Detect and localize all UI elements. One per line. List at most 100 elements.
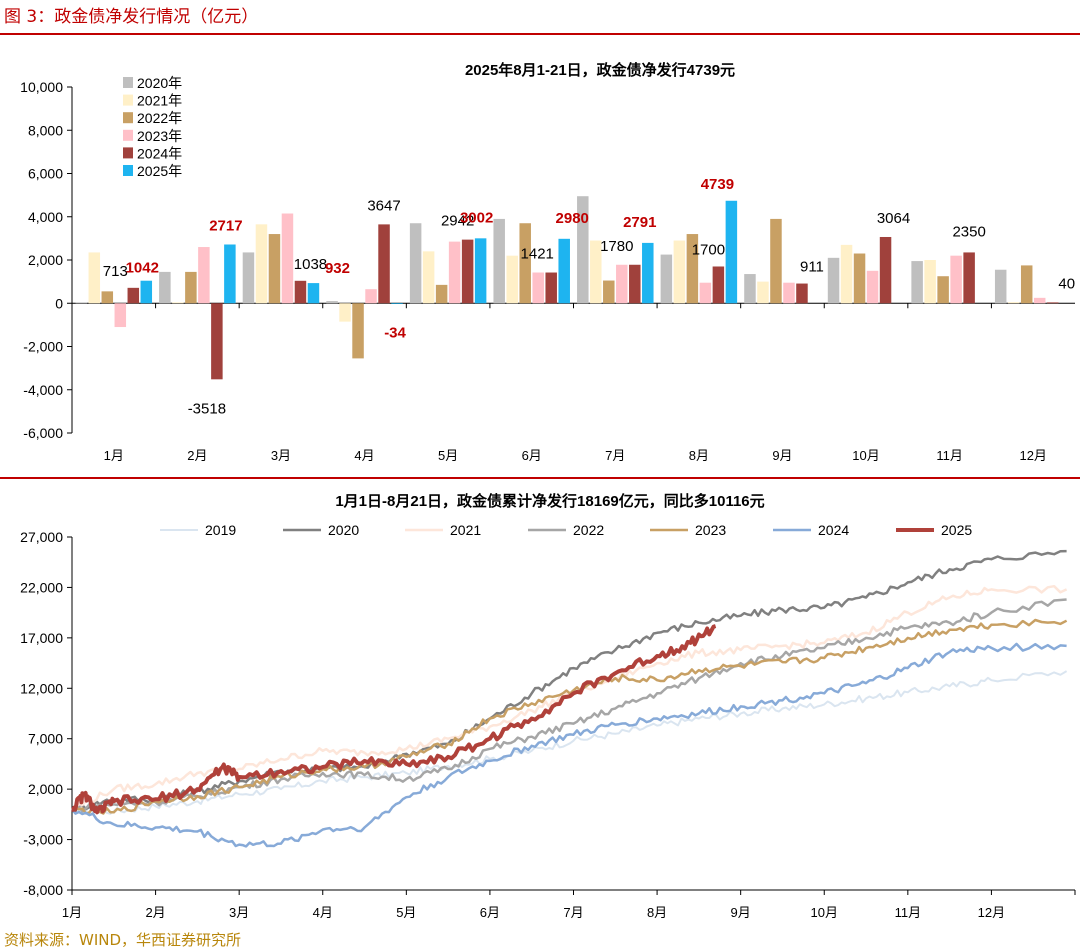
y-tick-label: -8,000 [23,882,63,898]
bar-2022年-12月 [1020,265,1033,304]
legend-label: 2019 [205,522,236,538]
bar-2020年-4月 [326,301,338,304]
line-2020 [71,549,1067,813]
bar-marks [75,196,1059,380]
y-tick-label: -2,000 [23,339,63,355]
bar-2022年-5月 [435,284,448,304]
bar-2020年-2月 [159,271,171,304]
bar-2022年-11月 [937,276,949,304]
x-tick-label: 4月 [354,448,374,463]
legend-label: 2025年 [137,163,182,179]
legend-swatch-2022年 [123,112,133,124]
bar-2024年-1月 [127,287,140,304]
bar-2021年-3月 [255,224,268,304]
legend-swatch-2020年 [123,77,133,88]
bar-2021年-6月 [506,255,518,304]
x-tick-label: 5月 [438,448,458,463]
line-chart-title: 1月1日-8月21日，政金债累计净发行18169亿元，同比多10116元 [335,492,764,510]
data-label-2025: 932 [325,260,350,277]
bar-2024年-7月 [629,264,641,304]
bar-2024年-4月 [378,224,390,304]
legend-swatch-2021年 [123,94,133,106]
data-label-2025: 1042 [126,260,159,277]
bar-2020年-1月 [75,302,88,304]
bar-chart-title: 2025年8月1-21日，政金债净发行4739元 [465,61,735,79]
data-label-2024: 40 [1058,275,1075,292]
line-marks [71,549,1068,848]
bar-2021年-4月 [339,303,351,322]
data-label-2024: 3064 [877,210,910,227]
legend-label: 2021年 [137,93,182,109]
bar-2022年-8月 [686,234,699,304]
bar-2025年-4月 [391,303,403,304]
bar-2024年-11月 [963,252,975,304]
bar-2024年-2月 [211,303,223,380]
data-label-2024: 713 [103,263,128,280]
data-label-2025: 2791 [623,214,656,231]
y-tick-label: 2,000 [28,252,63,268]
y-tick-label: 0 [55,295,63,311]
bar-2021年-12月 [1007,302,1020,304]
line-2023 [71,618,1068,815]
data-label-2025: -34 [384,324,406,341]
bar-2023年-4月 [365,289,377,304]
line-chart: 1月1日-8月21日，政金债累计净发行18169亿元，同比多10116元 201… [20,492,1076,920]
bar-2023年-8月 [699,282,712,304]
bar-2022年-4月 [352,303,364,359]
data-label-2025: 2980 [556,210,589,227]
y-tick-label: 8,000 [28,122,63,138]
legend-label: 2021 [450,522,481,538]
bar-2022年-3月 [268,234,281,304]
bar-chart: 2025年8月1-21日，政金债净发行4739元 10,000 8,000 6,00… [20,61,1075,463]
line-2024 [71,642,1067,848]
x-tick-label: 3月 [271,448,291,463]
bar-2020年-6月 [493,218,505,304]
bar-2021年-11月 [924,260,936,304]
bar-2023年-11月 [950,255,962,304]
bar-2021年-2月 [172,302,184,304]
bar-2024年-3月 [294,280,307,304]
data-label-2025: 3002 [460,209,493,226]
line-legend: 2019 2020 2021 2022 2023 2024 2025 [160,522,972,538]
bar-2023年-10月 [866,270,879,304]
bar-2022年-6月 [519,223,531,304]
x-tick-label: 6月 [480,905,500,920]
y-tick-label: 17,000 [20,630,63,646]
bar-2023年-3月 [281,213,294,304]
bar-data-labels: 713 -3518 1038 3647 2942 1421 1780 1700 911 3064 2… [103,176,1075,418]
bar-2025年-7月 [642,242,654,304]
y-tick-label: 22,000 [20,579,63,595]
bar-2024年-6月 [545,272,557,304]
x-tick-label: 7月 [563,905,583,920]
legend-label: 2023 [695,522,726,538]
bar-2020年-10月 [827,257,840,304]
y-tick-label: 6,000 [28,166,63,182]
data-label-2024: 3647 [367,197,400,214]
bar-2021年-9月 [757,281,769,304]
x-tick-label: 11月 [936,448,963,463]
bar-2024年-8月 [712,266,725,304]
legend-label: 2022 [573,522,604,538]
bar-2021年-8月 [673,240,686,304]
data-label-2024: 1700 [692,241,725,258]
bar-2024年-12月 [1046,302,1059,304]
x-tick-label: 2月 [187,448,207,463]
bar-2021年-7月 [590,240,602,304]
figure-title: 图 3：政金债净发行情况（亿元） [4,7,259,27]
bar-2024年-10月 [879,236,892,304]
legend-label: 2020年 [137,75,182,91]
y-tick-label: -4,000 [23,382,63,398]
bar-2025年-3月 [307,283,320,304]
data-label-2024: 2942 [441,213,474,230]
legend-label: 2025 [941,522,972,538]
x-tick-label: 2月 [145,905,165,920]
legend-swatch-2024年 [123,147,133,159]
bar-2023年-7月 [616,264,628,304]
bar-2020年-7月 [577,196,589,304]
bar-2021年-10月 [840,244,853,304]
y-tick-label: -3,000 [23,832,63,848]
y-tick-label: 2,000 [28,781,63,797]
bar-2025年-6月 [558,238,570,304]
y-tick-label: -6,000 [23,425,63,441]
legend-label: 2020 [328,522,359,538]
